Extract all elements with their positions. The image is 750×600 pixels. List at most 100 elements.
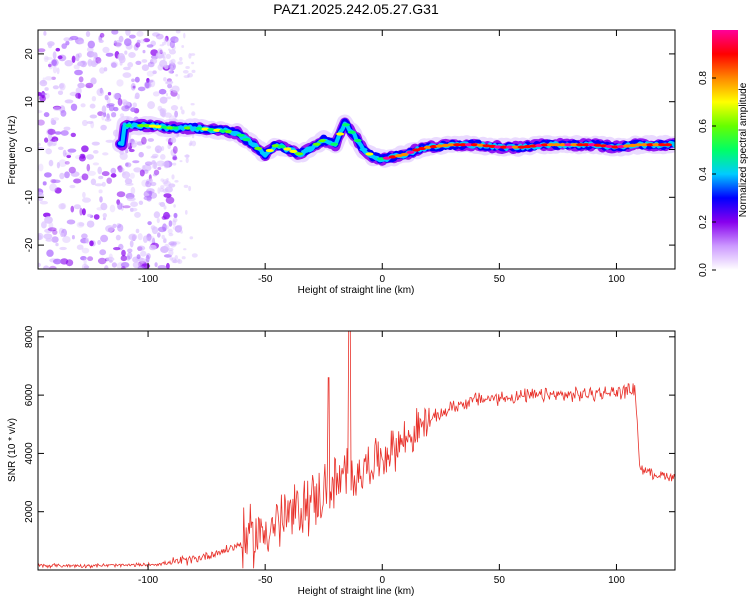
spectrogram-noise-cell [187,73,190,78]
spectrogram-noise-cell [143,190,152,198]
spectrogram-noise-cell [169,257,174,261]
spectrogram-noise-cell [152,91,160,97]
spectrogram-noise-cell [153,211,161,219]
spectrogram-noise-cell [181,45,185,48]
spectrogram-noise-cell [78,40,85,45]
spectrogram-noise-cell [130,107,137,113]
spectrogram-noise-cell [144,81,150,89]
spectrogram-noise-cell [124,38,132,47]
spectrogram-noise-cell [140,250,147,257]
spectrogram-noise-cell [130,201,139,207]
spectrogram-ridge-cell [658,143,667,147]
spectrogram-noise-cell [162,223,167,232]
spectrogram-noise-cell [120,262,130,268]
spectrogram-noise-cell [91,51,98,58]
spectrogram-noise-cell [42,77,46,84]
spectrogram-noise-cell [110,167,117,174]
spectrogram-noise-cell [163,205,167,210]
spectrogram-noise-cell [148,244,157,251]
spectrogram-noise-cell [167,228,173,234]
spectrogram-noise-cell [77,82,85,89]
spectrogram-noise-cell [117,98,123,106]
spectrogram-noise-cell [158,88,167,95]
snr-y-ticks: 2000 4000 6000 8000 [24,325,675,523]
spectrogram-noise-cell [44,228,53,233]
spectrogram-noise-cell [80,256,87,261]
spectrogram-noise-cell [91,96,97,102]
spectrogram-noise-cell [44,172,52,178]
spectrogram-noise-cell [38,142,41,147]
spectrogram-noise-cell [146,78,150,83]
spectrogram-noise-cell [172,162,177,166]
spectrogram-noise-cell [134,76,140,83]
spectrogram-noise-cell [51,138,57,146]
spectrogram-ridge-cell [347,130,356,134]
spectrogram-noise-cell [52,229,58,235]
spectrogram-noise-cell [82,197,91,203]
spectrogram-ridge-cell [301,149,309,153]
spectrogram-noise-cell [60,110,67,117]
spectrogram-noise-cell [116,79,124,87]
snr-line-layer [38,331,675,569]
spectrogram-noise-cell [43,31,47,36]
spectrogram-noise-cell [191,69,196,73]
snr-frame [37,330,676,571]
spectrogram-noise-cell [81,208,86,216]
spectrogram-noise-cell [48,63,52,68]
spectrogram-noise-cell [173,204,176,208]
spectrogram-noise-cell [101,112,105,121]
spectrogram-noise-cell [159,96,168,104]
spectrogram-noise-cell [121,171,131,179]
spectrogram-noise-cell [165,225,169,230]
spectrogram-noise-cell [166,93,168,97]
y-tick-label: 6000 [24,384,35,407]
spectrogram-y-ticks: -20 -10 0 10 20 [24,48,675,252]
spectrogram-noise-cell [142,235,148,243]
spectrogram-ridge-cell [295,152,304,156]
y-tick-label: -20 [24,237,35,252]
spectrogram-noise-cell [168,68,173,74]
spectrogram-noise-cell [101,181,106,187]
spectrogram-noise-cell [137,86,146,92]
spectrogram-noise-cell [125,30,131,36]
spectrogram-noise-cell [130,207,134,212]
spectrogram-noise-cell [80,103,86,108]
spectrogram-noise-cell [99,249,107,256]
colorbar-tick-label: 0.6 [698,119,709,133]
spectrogram-ridge-cell [254,146,263,151]
spectrogram-noise-cell [141,64,149,71]
spectrogram-noise-cell [174,241,177,247]
spectrogram-noise-cell [117,167,125,173]
spectrogram-noise-cell [185,210,188,215]
spectrogram-noise-cell [102,46,110,54]
spectrogram-noise-cell [133,167,142,173]
spectrogram-noise-cell [155,33,164,40]
spectrogram-noise-cell [81,173,89,181]
spectrogram-noise-cell [71,55,76,63]
spectrogram-noise-cell [68,166,76,174]
spectrogram-noise-cell [52,85,60,90]
spectrogram-noise-cell [151,58,158,64]
spectrogram-ridge-cell [500,145,508,149]
spectrogram-noise-cell [92,162,100,166]
spectrogram-noise-cell [83,258,87,266]
spectrogram-noise-cell [112,92,120,100]
spectrogram-ridge-cell [306,146,315,150]
spectrogram-noise-cell [161,234,165,240]
spectrogram-ridge-cell [570,143,579,147]
spectrogram-noise-cell [76,244,84,250]
spectrogram-noise-cell [177,61,184,65]
spectrogram-noise-cell [125,162,132,168]
spectrogram-noise-cell [149,79,156,88]
spectrogram-noise-cell [38,196,44,202]
spectrogram-noise-cell [111,30,119,35]
spectrogram-noise-cell [47,128,56,135]
spectrogram-ridge-cell [166,126,175,130]
spectrogram-noise-cell [50,117,55,125]
spectrogram-noise-cell [38,91,42,97]
spectrogram-noise-cell [146,70,155,77]
spectrogram-noise-cell [162,41,166,46]
spectrogram-noise-cell [38,262,41,268]
spectrogram-noise-cell [146,145,152,149]
